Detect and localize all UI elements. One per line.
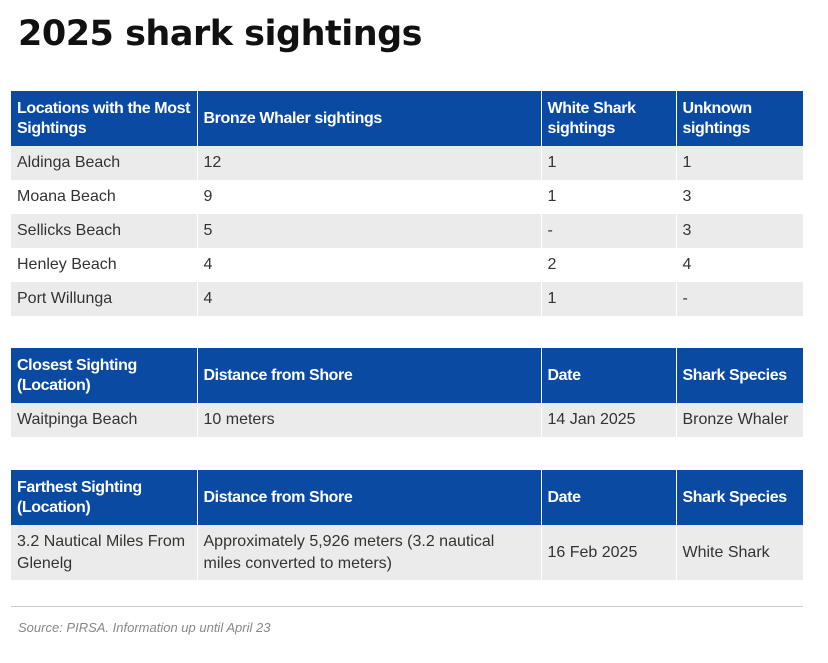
table-header-row: Farthest Sighting (Location) Distance fr…	[11, 470, 803, 525]
column-header-closest-location: Closest Sighting (Location)	[11, 348, 198, 403]
table-header-row: Locations with the Most Sightings Bronze…	[11, 91, 803, 146]
unknown-cell: -	[676, 282, 803, 316]
species-cell: Bronze Whaler	[676, 403, 803, 437]
distance-cell: Approximately 5,926 meters (3.2 nautical…	[197, 525, 542, 580]
bronze-whaler-cell: 9	[197, 180, 542, 214]
location-cell: Henley Beach	[11, 248, 198, 282]
table-row: 3.2 Nautical Miles From Glenelg Approxim…	[11, 525, 803, 580]
column-header-species: Shark Species	[676, 348, 803, 403]
white-shark-cell: 1	[541, 282, 677, 316]
distance-cell: 10 meters	[197, 403, 542, 437]
farthest-sighting-table: Farthest Sighting (Location) Distance fr…	[11, 470, 803, 580]
species-cell: White Shark	[676, 525, 803, 580]
column-header-bronze-whaler: Bronze Whaler sightings	[197, 91, 542, 146]
location-cell: Waitpinga Beach	[11, 403, 198, 437]
date-cell: 16 Feb 2025	[541, 525, 677, 580]
location-cell: 3.2 Nautical Miles From Glenelg	[11, 525, 198, 580]
unknown-cell: 1	[676, 146, 803, 180]
location-cell: Sellicks Beach	[11, 214, 198, 248]
table-row: Aldinga Beach 12 1 1	[11, 146, 803, 180]
bronze-whaler-cell: 4	[197, 282, 542, 316]
column-header-date: Date	[541, 348, 677, 403]
date-cell: 14 Jan 2025	[541, 403, 677, 437]
column-header-date: Date	[541, 470, 677, 525]
column-header-distance: Distance from Shore	[197, 348, 542, 403]
location-cell: Moana Beach	[11, 180, 198, 214]
column-header-farthest-location: Farthest Sighting (Location)	[11, 470, 198, 525]
unknown-cell: 3	[676, 214, 803, 248]
bronze-whaler-cell: 12	[197, 146, 542, 180]
closest-sighting-table: Closest Sighting (Location) Distance fro…	[11, 348, 803, 437]
unknown-cell: 4	[676, 248, 803, 282]
table-row: Sellicks Beach 5 - 3	[11, 214, 803, 248]
most-sightings-table: Locations with the Most Sightings Bronze…	[11, 91, 803, 316]
location-cell: Aldinga Beach	[11, 146, 198, 180]
column-header-unknown: Unknown sightings	[676, 91, 803, 146]
table-row: Port Willunga 4 1 -	[11, 282, 803, 316]
column-header-species: Shark Species	[676, 470, 803, 525]
column-header-distance: Distance from Shore	[197, 470, 542, 525]
table-header-row: Closest Sighting (Location) Distance fro…	[11, 348, 803, 403]
location-cell: Port Willunga	[11, 282, 198, 316]
footer-divider	[11, 606, 803, 607]
white-shark-cell: 1	[541, 146, 677, 180]
bronze-whaler-cell: 5	[197, 214, 542, 248]
white-shark-cell: 1	[541, 180, 677, 214]
table-row: Waitpinga Beach 10 meters 14 Jan 2025 Br…	[11, 403, 803, 437]
table-row: Moana Beach 9 1 3	[11, 180, 803, 214]
table-row: Henley Beach 4 2 4	[11, 248, 803, 282]
page-title: 2025 shark sightings	[18, 14, 423, 54]
column-header-white-shark: White Shark sightings	[541, 91, 677, 146]
unknown-cell: 3	[676, 180, 803, 214]
column-header-location: Locations with the Most Sightings	[11, 91, 198, 146]
source-note: Source: PIRSA. Information up until Apri…	[18, 620, 271, 635]
white-shark-cell: 2	[541, 248, 677, 282]
bronze-whaler-cell: 4	[197, 248, 542, 282]
white-shark-cell: -	[541, 214, 677, 248]
